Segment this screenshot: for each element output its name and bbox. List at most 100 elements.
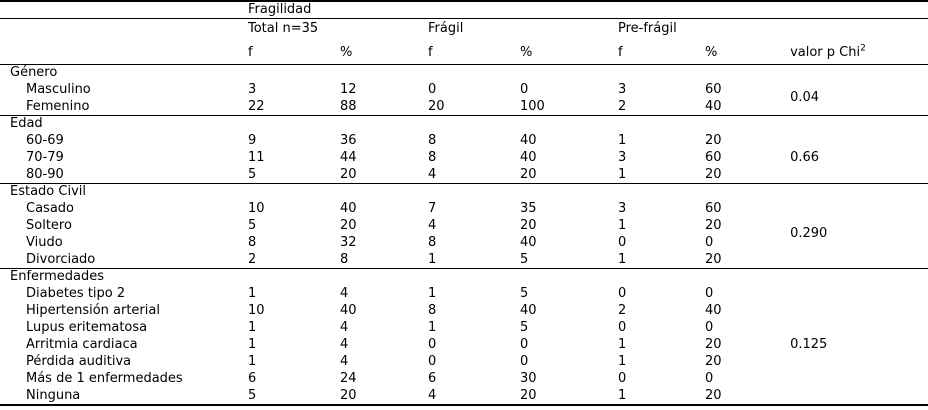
cell-value: 22: [240, 98, 332, 116]
table-row: Femenino 22 88 20 100 2 40: [0, 98, 928, 116]
cell-value: 0: [705, 286, 714, 301]
table-title-row: Fragilidad: [0, 1, 928, 19]
cell-value: 40: [340, 201, 357, 216]
cell-value: 20: [512, 166, 610, 184]
cell-value: 4: [428, 218, 437, 233]
table-row: 60-69 9 36 8 40 1 20 0.66: [0, 132, 928, 184]
cell-value: 20: [520, 218, 537, 233]
section-row: Género: [0, 65, 928, 82]
table-row: 70-79 11 44 8 40 3 60: [0, 150, 928, 167]
subheader-row: f % f % f % valor p Chi2: [0, 38, 928, 65]
col-group-fragil: Frágil: [428, 20, 464, 36]
table-row: Soltero 5 20 4 20 1 20: [0, 218, 928, 235]
subcol-f-prefragil: f: [610, 38, 697, 65]
section-row: Estado Civil: [0, 184, 928, 201]
subcol-pct-prefragil: %: [697, 38, 783, 65]
cell-value: 20: [705, 133, 722, 148]
row-label: Masculino: [26, 82, 91, 97]
cell-value: 2: [240, 251, 332, 269]
cell-value: 40: [520, 235, 537, 250]
cell-value: 8: [428, 235, 437, 250]
cell-value: 1: [420, 251, 512, 269]
section-label: Edad: [10, 116, 43, 132]
row-label: 70-79: [26, 150, 64, 165]
cell-value: 20: [705, 337, 722, 352]
cell-value: 11: [248, 150, 265, 165]
cell-value: 4: [340, 286, 349, 301]
cell-value: 8: [428, 133, 437, 148]
cell-value: 5: [512, 251, 610, 269]
p-value-header-text: valor p Chi: [790, 45, 861, 60]
cell-value: 0: [705, 371, 714, 386]
row-label: Pérdida auditiva: [26, 354, 132, 369]
cell-value: 8: [332, 251, 420, 269]
p-value: 0.04: [782, 81, 928, 116]
cell-value: 1: [618, 354, 627, 369]
section-row: Enfermedades: [0, 269, 928, 286]
cell-value: 0: [428, 354, 437, 369]
cell-value: 7: [428, 201, 437, 216]
table-row: Pérdida auditiva 1 4 0 0 1 20: [0, 354, 928, 371]
cell-value: 5: [240, 387, 332, 405]
row-label: Femenino: [0, 98, 240, 116]
cell-value: 40: [520, 150, 537, 165]
row-label: Diabetes tipo 2: [26, 286, 126, 301]
table-row: 80-90 5 20 4 20 1 20: [0, 166, 928, 184]
cell-value: 1: [428, 286, 437, 301]
row-label: Lupus eritematosa: [26, 320, 148, 335]
cell-value: 3: [618, 201, 627, 216]
cell-value: 40: [520, 303, 537, 318]
cell-value: 1: [428, 320, 437, 335]
empty-cell: [782, 19, 928, 39]
cell-value: 20: [512, 387, 610, 405]
table-row: Más de 1 enfermedades 6 24 6 30 0 0: [0, 371, 928, 388]
table-row: Viudo 8 32 8 40 0 0: [0, 235, 928, 252]
cell-value: 0: [618, 235, 627, 250]
cell-value: 40: [520, 133, 537, 148]
row-label: Más de 1 enfermedades: [26, 371, 183, 386]
row-label: Hipertensión arterial: [26, 303, 160, 318]
cell-value: 5: [248, 218, 257, 233]
cell-value: 40: [705, 303, 722, 318]
cell-value: 1: [618, 218, 627, 233]
row-label: Arritmia cardiaca: [26, 337, 138, 352]
cell-value: 4: [420, 166, 512, 184]
cell-value: 6: [428, 371, 437, 386]
cell-value: 4: [340, 337, 349, 352]
cell-value: 20: [697, 387, 783, 405]
p-value: 0.290: [782, 200, 928, 269]
subcol-pct-fragil: %: [512, 38, 610, 65]
table-body: Género Masculino 3 12 0 0 3 60 0.04 Femenino 22 88 2…: [0, 65, 928, 405]
empty-stub-cell: [0, 1, 240, 19]
cell-value: 100: [512, 98, 610, 116]
table-row: Diabetes tipo 2 1 4 1 5 0 0 0.125: [0, 285, 928, 405]
empty-stub-cell: [0, 38, 240, 65]
cell-value: 20: [697, 251, 783, 269]
cell-value: 0: [618, 371, 627, 386]
row-label: Divorciado: [0, 251, 240, 269]
cell-value: 4: [420, 387, 512, 405]
row-label: 60-69: [26, 133, 64, 148]
cell-value: 24: [340, 371, 357, 386]
cell-value: 4: [340, 320, 349, 335]
cell-value: 1: [248, 320, 257, 335]
cell-value: 1: [610, 166, 697, 184]
subcol-f-total: f: [240, 38, 332, 65]
cell-value: 5: [240, 166, 332, 184]
cell-value: 0: [520, 337, 529, 352]
cell-value: 3: [618, 150, 627, 165]
cell-value: 0: [705, 235, 714, 250]
cell-value: 40: [697, 98, 783, 116]
table-row: Casado 10 40 7 35 3 60 0.290: [0, 200, 928, 269]
cell-value: 3: [248, 82, 257, 97]
subcol-pct-total: %: [332, 38, 420, 65]
superscript-2: 2: [860, 43, 866, 54]
cell-value: 3: [618, 82, 627, 97]
cell-value: 2: [618, 303, 627, 318]
cell-value: 20: [705, 218, 722, 233]
cell-value: 20: [420, 98, 512, 116]
p-value: 0.125: [782, 285, 928, 405]
cell-value: 1: [610, 251, 697, 269]
table-row: Arritmia cardiaca 1 4 0 0 1 20: [0, 337, 928, 354]
